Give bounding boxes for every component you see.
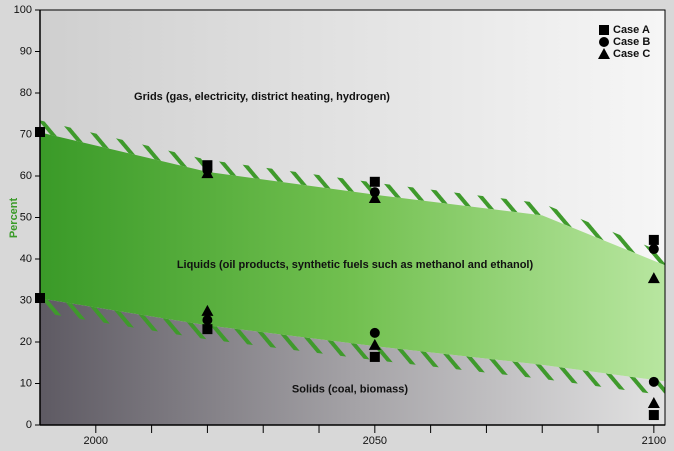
y-tick-label: 30 [20, 294, 32, 306]
marker [202, 324, 213, 335]
y-tick-label: 100 [14, 4, 32, 16]
marker [201, 304, 214, 316]
marker [648, 376, 659, 387]
region-label: Grids (gas, electricity, district heatin… [134, 91, 390, 103]
marker [648, 234, 659, 245]
marker [647, 272, 660, 284]
x-tick-label: 2000 [84, 435, 108, 447]
legend-label: Case B [613, 36, 650, 48]
liquids-area [40, 132, 665, 382]
marker [648, 410, 659, 421]
x-tick-label: 2050 [363, 435, 387, 447]
y-tick-label: 60 [20, 170, 32, 182]
hatch-lower [40, 298, 665, 396]
x-tick-label: 2100 [642, 435, 666, 447]
region-label: Liquids (oil products, synthetic fuels s… [177, 259, 534, 271]
y-tick-label: 20 [20, 336, 32, 348]
legend-label: Case C [613, 48, 650, 60]
marker [201, 167, 214, 179]
marker [368, 191, 381, 203]
y-tick-label: 80 [20, 87, 32, 99]
marker [202, 315, 213, 326]
marker [648, 244, 659, 255]
legend-marker [598, 48, 610, 59]
marker [369, 327, 380, 338]
y-axis-label: Percent [8, 197, 20, 238]
y-tick-label: 70 [20, 128, 32, 140]
y-tick-label: 10 [20, 377, 32, 389]
legend-marker [599, 25, 609, 35]
y-tick-label: 0 [26, 419, 32, 431]
marker [369, 351, 380, 362]
marker [369, 176, 380, 187]
legend-label: Case A [613, 24, 650, 36]
marker [368, 338, 381, 350]
y-tick-label: 50 [20, 211, 32, 223]
marker [647, 397, 660, 409]
region-label: Solids (coal, biomass) [292, 384, 408, 396]
legend-marker [599, 37, 609, 47]
y-tick-label: 40 [20, 253, 32, 265]
y-tick-label: 90 [20, 45, 32, 57]
